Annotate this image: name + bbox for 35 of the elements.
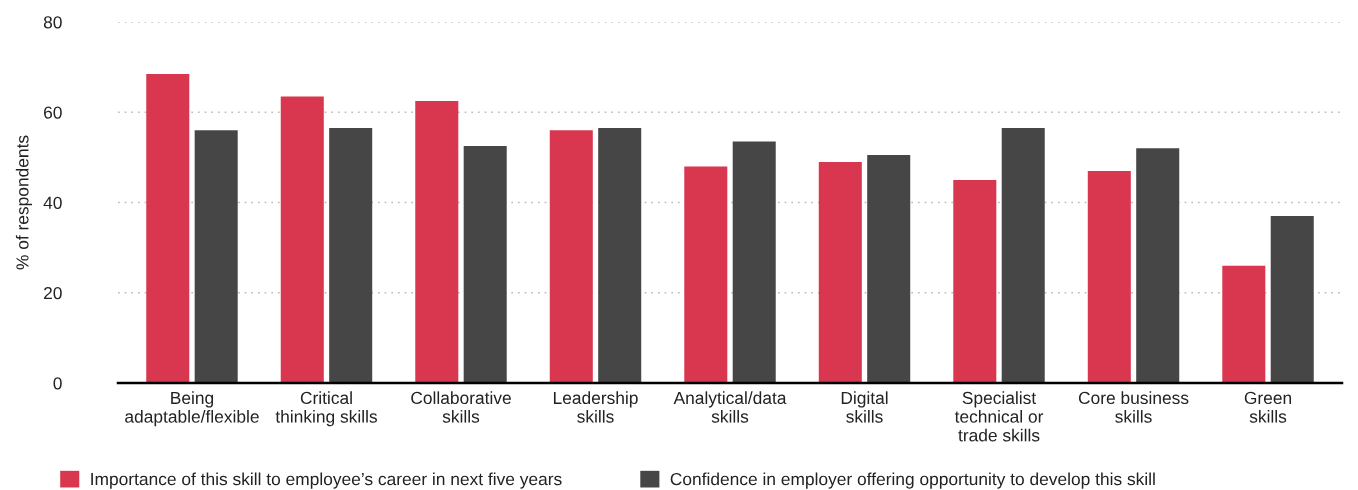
x-tick-label: Digital skills [841, 391, 888, 423]
bar [1222, 265, 1266, 383]
bar [194, 130, 238, 383]
x-tick-label: Analytical/data skills [673, 391, 787, 423]
bar [1001, 128, 1045, 383]
bar [684, 166, 728, 383]
x-tick-label: Green skills [1244, 391, 1292, 423]
x-tick-label: Specialist technical or trade skills [954, 391, 1044, 442]
y-tick-label: 80 [43, 16, 62, 29]
y-tick-label: 60 [44, 106, 62, 119]
legend-label: Importance of this skill to employee’s career in next five years [91, 472, 562, 489]
x-tick-label: Core business skills [1078, 391, 1189, 423]
y-tick-label: 20 [44, 286, 62, 300]
bar [1087, 170, 1131, 383]
y-axis-title: % of respondents [15, 135, 33, 270]
bar [953, 179, 997, 383]
bar [818, 161, 862, 383]
bar [732, 141, 776, 383]
bar [1136, 148, 1180, 383]
bar [549, 130, 593, 383]
x-tick-label: Leadership skills [553, 391, 638, 423]
bar [463, 146, 507, 383]
bar [329, 128, 373, 383]
legend-label: Confidence in employer offering opportunity to develop this skill [670, 472, 1155, 489]
bar [415, 100, 459, 383]
x-tick-label: Being adaptable/flexible [125, 391, 259, 427]
y-tick-label: 40 [43, 196, 62, 209]
bar [1270, 216, 1314, 383]
y-tick-label: 0 [53, 377, 62, 390]
bar [867, 155, 911, 383]
x-tick-label: Collaborative skills [411, 391, 511, 423]
x-tick-label: Critical thinking skills [275, 391, 377, 427]
bar [146, 73, 190, 383]
bar [598, 128, 642, 383]
bar [280, 96, 324, 383]
